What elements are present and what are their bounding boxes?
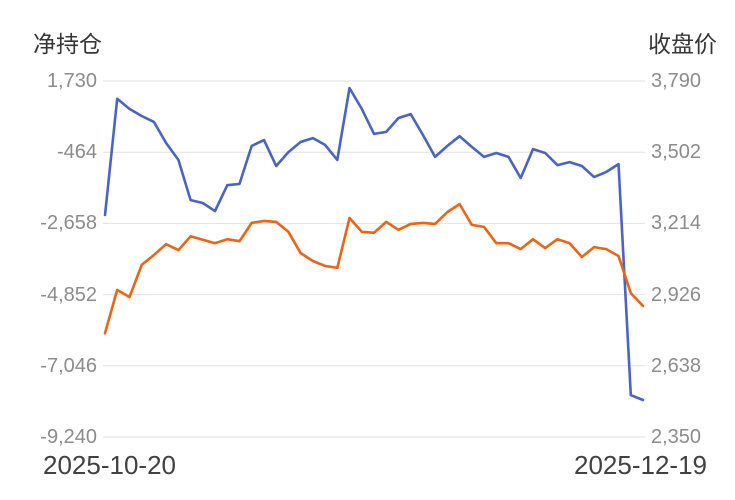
close-price-line [103,202,645,335]
right-axis-tick: 2,638 [651,355,702,377]
right-axis-tick: 3,790 [651,70,702,92]
right-axis-tick: 3,214 [651,212,702,234]
net-position-line [103,86,645,402]
right-axis-title: 收盘价 [648,31,717,57]
left-axis-tick: -7,046 [40,355,97,377]
gridlines [103,80,645,438]
right-axis-tick: 2,926 [651,284,702,306]
x-axis-start-date: 2025-10-20 [43,450,176,480]
right-axis-tick: 2,350 [651,426,702,448]
left-axis-title: 净持仓 [33,31,102,57]
left-axis-tick: -9,240 [40,426,97,448]
right-axis-tick: 3,502 [651,141,702,163]
left-axis-tick: -2,658 [40,212,97,234]
left-axis-tick: 1,730 [46,70,97,92]
x-axis-end-date: 2025-12-19 [574,450,707,480]
left-axis-tick: -464 [56,141,97,163]
left-axis-tick: -4,852 [40,284,97,306]
